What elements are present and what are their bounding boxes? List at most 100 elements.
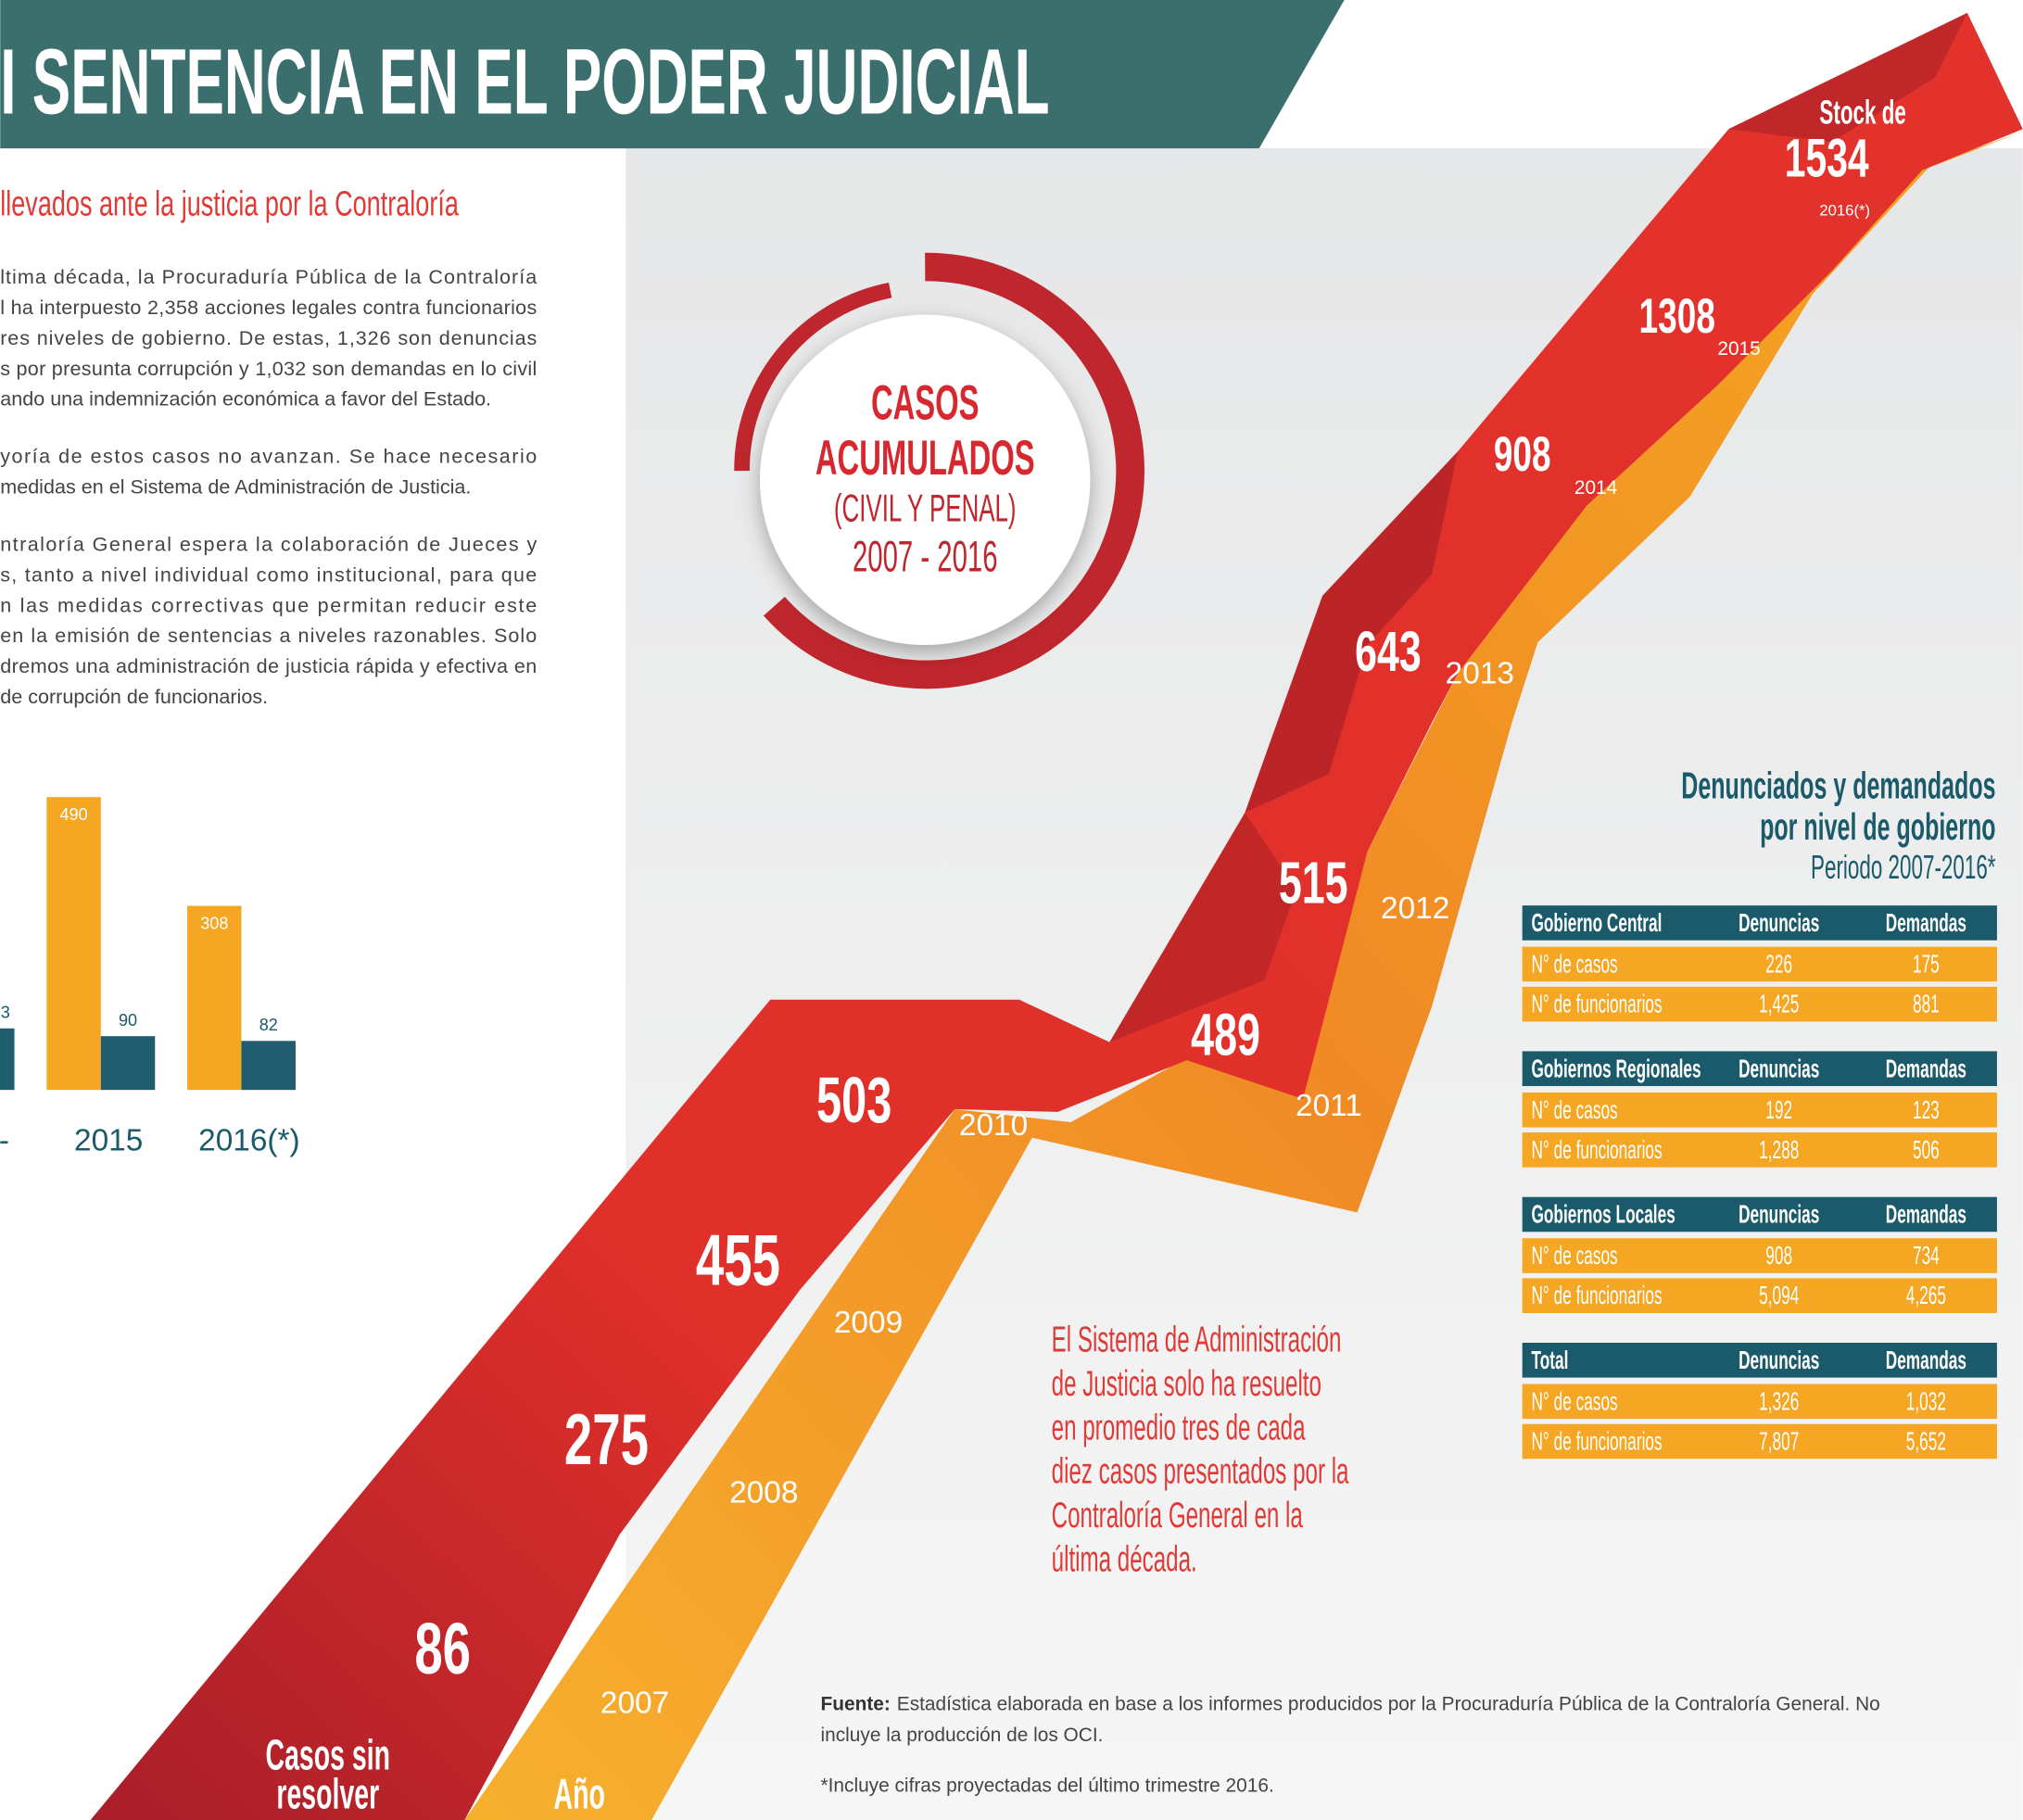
table-cell: N° de casos [1531,949,1617,978]
table-header-cell: Demandas [1886,1054,1966,1082]
bar-category-label: 2015 [74,1124,143,1158]
bar [46,797,100,1090]
table-cell: 908 [1765,1241,1792,1270]
table-cell: N° de casos [1531,1095,1617,1124]
table-cell: 881 [1913,989,1940,1017]
table-title: Denunciados y demandados [1681,766,1995,807]
paragraph-line: medidas en el Sistema de Administración … [0,475,471,499]
bar-category-label: 2016(*) [198,1124,300,1158]
table-cell: 7,807 [1759,1426,1799,1455]
step-value: 86 [414,1609,471,1689]
table-header-cell: Denuncias [1739,1199,1819,1228]
step-value: 1308 [1639,289,1715,344]
table-cell: 1,425 [1759,989,1799,1017]
quote-line: de Justicia solo ha resuelto [1052,1363,1321,1403]
table-cell: 1,032 [1906,1386,1946,1415]
page-title: I SENTENCIA EN EL PODER JUDICIAL [0,30,1049,133]
table-cell: 5,094 [1759,1281,1799,1309]
paragraph-line: ltima década, la Procuraduría Pública de… [0,265,537,288]
bar-value-label: 82 [259,1016,278,1034]
paragraph-line: yoría de estos casos no avanzan. Se hace… [0,445,537,468]
bar [0,1029,15,1090]
footer-source-label: Fuente: [820,1694,890,1715]
table-cell: 192 [1765,1095,1792,1124]
footer-source: Estadística elaborada en base a los info… [897,1694,1880,1715]
table-cell: N° de funcionarios [1531,1281,1662,1309]
step-value: 455 [696,1220,780,1301]
paragraph-line: dremos una administración de justicia rá… [0,654,537,677]
step-year: 2010 [959,1108,1028,1143]
badge-text: 2007 - 2016 [853,533,998,582]
table-header-cell: Denuncias [1739,908,1819,937]
table-header-cell: Total [1531,1346,1568,1374]
step-year: 2007 [601,1686,669,1720]
bar-value-label: 3 [1,1004,10,1022]
infographic: I SENTENCIA EN EL PODER JUDICIAL llevados… [0,0,2023,1820]
step-value: 643 [1355,620,1422,683]
bar-category-label: - [0,1124,9,1158]
table-cell: N° de casos [1531,1241,1617,1270]
bar [187,906,241,1091]
footer-note: *Incluye cifras proyectadas del último t… [820,1775,1273,1796]
quote-line: Contraloría General en la [1052,1495,1304,1535]
table-cell: N° de funcionarios [1531,1135,1662,1164]
stock-label: Stock de [1819,95,1905,132]
table-header-cell: Denuncias [1739,1054,1819,1082]
paragraph-line: ntraloría General espera la colaboración… [0,533,537,556]
bar [101,1036,155,1090]
table-header-cell: Demandas [1886,1346,1966,1374]
badge-text: CASOS [871,375,980,430]
step-year: 2014 [1574,477,1617,499]
table-cell: 506 [1913,1135,1940,1164]
paragraph-line: de corrupción de funcionarios. [0,685,268,708]
bar-value-label: 90 [119,1011,137,1030]
table-cell: 734 [1913,1241,1940,1270]
table-title: por nivel de gobierno [1760,807,1995,848]
stock-year: 2016(*) [1819,201,1870,219]
table-header-cell: Gobiernos Regionales [1531,1054,1701,1082]
step-value: 515 [1279,849,1348,916]
paragraph-line: l ha interpuesto 2,358 acciones legales … [0,296,537,319]
step-value: 503 [816,1064,891,1136]
paragraph-line: res niveles de gobierno. De estas, 1,326… [0,326,537,349]
table-cell: 175 [1913,949,1940,978]
table-subtitle: Periodo 2007-2016* [1811,850,1996,887]
paragraph-line: s por presunta corrupción y 1,032 son de… [0,357,537,380]
table-header-cell: Gobiernos Locales [1531,1199,1675,1228]
table-cell: 1,326 [1759,1386,1799,1415]
bar [242,1041,296,1090]
quote-line: en promedio tres de cada [1052,1408,1307,1447]
quote-line: diez casos presentados por la [1052,1451,1350,1491]
step-value: 489 [1191,1002,1260,1068]
stock-value: 1534 [1785,127,1869,188]
paragraph-line: n las medidas correctivas que permitan r… [0,593,537,616]
step-year: 2012 [1381,891,1449,926]
quote-line: última década. [1052,1539,1197,1579]
bar-value-label: 308 [200,915,228,933]
table-cell: 5,652 [1906,1426,1946,1455]
table-cell: N° de funcionarios [1531,989,1662,1017]
section-subtitle: llevados ante la justicia por la Contral… [0,183,459,222]
step-year: 2013 [1446,657,1514,691]
step-year: 2015 [1717,338,1760,360]
table-cell: 123 [1913,1095,1940,1124]
axis-label: Año [554,1771,605,1819]
paragraph-line: en la emisión de sentencias a niveles ra… [0,624,537,647]
badge-text: (CIVIL Y PENAL) [834,487,1017,530]
step-year: 2009 [834,1306,903,1340]
table-cell: 226 [1765,949,1792,978]
axis-label: resolver [276,1771,379,1819]
footer-source: incluye la producción de los OCI. [820,1725,1103,1746]
paragraph-line: ando una indemnización económica a favor… [0,387,491,411]
table-header-cell: Demandas [1886,1199,1966,1228]
paragraph-line: s, tanto a nivel individual como institu… [0,562,537,586]
table-header-cell: Demandas [1886,908,1966,937]
step-year: 2011 [1296,1089,1362,1123]
quote-line: El Sistema de Administración [1052,1320,1342,1359]
badge-text: ACUMULADOS [816,431,1035,486]
step-value: 908 [1494,427,1551,482]
table-header-cell: Gobierno Central [1531,908,1662,937]
page: I SENTENCIA EN EL PODER JUDICIAL llevados… [0,0,2023,1820]
table-cell: N° de casos [1531,1386,1617,1415]
table-cell: 1,288 [1759,1135,1799,1164]
